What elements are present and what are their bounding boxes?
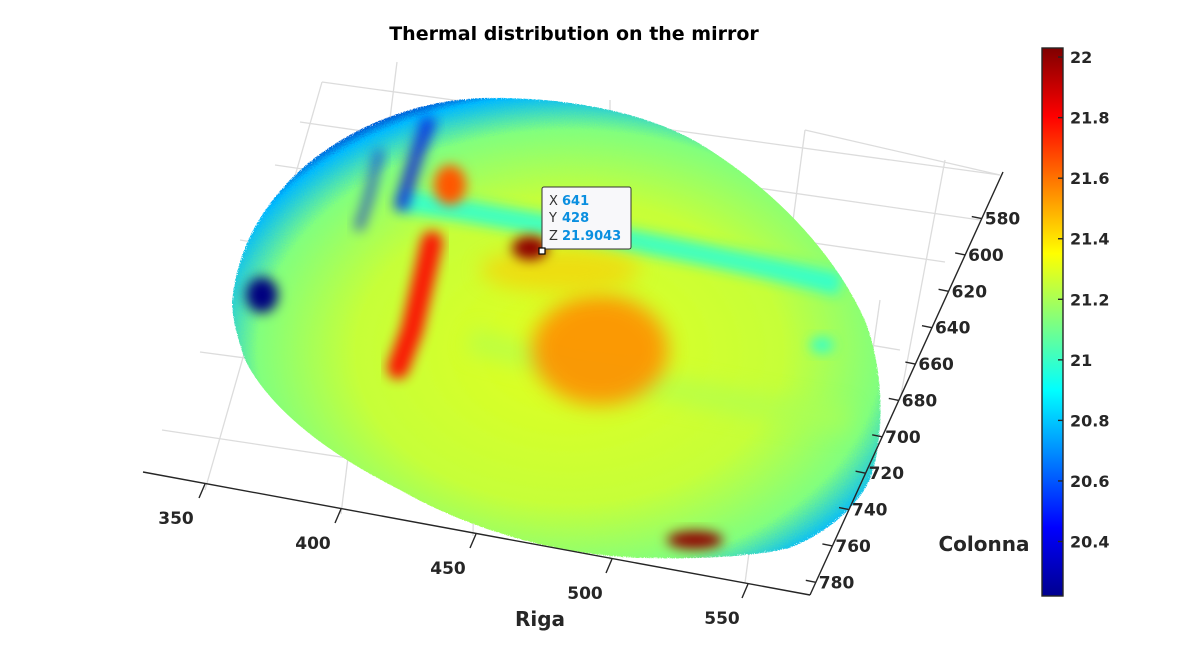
heatmap-surface [232, 97, 881, 559]
cold-streak [393, 115, 437, 213]
x-tick-mark-4 [605, 558, 613, 574]
x-axis: 350 400 450 500 550 Riga [158, 483, 749, 631]
cold-spot-left [246, 277, 278, 313]
y-tick-label: 660 [918, 355, 954, 375]
x-tick-mark-5 [741, 583, 749, 599]
central-warm-blob [532, 295, 668, 405]
cool-spot-right [810, 337, 834, 353]
colorbar-tick-label: 20.8 [1070, 411, 1109, 430]
x-axis-line [142, 471, 811, 596]
x-tick-mark-2 [334, 508, 342, 524]
colorbar-tick-label: 22 [1070, 48, 1092, 67]
vertical-hot-stripe [387, 231, 443, 379]
x-tick-mark-3 [469, 533, 477, 549]
y-tick-mark [955, 252, 966, 256]
y-tick-label: 600 [968, 246, 1004, 266]
colorbar-tick-label: 21.6 [1070, 169, 1109, 188]
y-tick-mark [855, 470, 866, 474]
y-tick-label: 780 [819, 573, 855, 593]
x-tick-label: 450 [430, 559, 466, 579]
data-tip-y-key: Y [548, 211, 557, 226]
colorbar: 20.4 20.6 20.8 21 21.2 21.4 21.6 21.8 22 [1041, 47, 1109, 597]
y-tick-mark [888, 397, 899, 402]
y-tick-mark [822, 543, 833, 547]
x-tick-label: 350 [158, 509, 194, 529]
y-tick-mark [938, 288, 949, 292]
data-tip-marker[interactable] [538, 247, 546, 255]
data-tip-z-value: 21.9043 [562, 229, 621, 244]
x-tick-label: 500 [567, 584, 603, 604]
y-tick-label: 640 [935, 319, 971, 339]
y-tick-label: 700 [885, 428, 921, 448]
y-tick-label: 760 [835, 537, 871, 557]
y-tick-mark [838, 506, 850, 511]
colorbar-gradient [1041, 47, 1064, 597]
y-tick-mark [905, 361, 916, 365]
x-axis-label: Riga [515, 607, 565, 631]
warm-band [480, 248, 640, 292]
x-tick-label: 400 [295, 534, 331, 554]
y-axis: Colonna 580 600 620 640 660 680 700 720 740 760 78… [805, 210, 1030, 593]
y-tick-label: 720 [869, 464, 905, 484]
gridline-z-1 [804, 129, 1001, 176]
data-tip-box [541, 186, 632, 250]
colorbar-tick-label: 20.6 [1070, 472, 1109, 491]
y-tick-label: 680 [902, 391, 938, 411]
y-tick-mark [872, 434, 883, 438]
chart-title: Thermal distribution on the mirror [389, 23, 759, 45]
colorbar-tick-label: 20.4 [1070, 533, 1109, 552]
x-tick-label: 550 [704, 609, 740, 629]
colorbar-tick-label: 21.8 [1070, 109, 1109, 128]
y-tick-mark [971, 215, 982, 220]
data-tip-x-value: 641 [562, 194, 589, 209]
data-tip-z-key: Z [549, 229, 558, 244]
top-hot-spot [434, 165, 466, 205]
y-tick-mark [921, 324, 933, 329]
y-axis-label: Colonna [939, 532, 1030, 556]
y-tick-label: 740 [852, 501, 888, 521]
y-axis-line [809, 171, 1004, 596]
x-tick-mark-1 [198, 483, 206, 499]
y-tick-label: 580 [985, 210, 1021, 230]
colorbar-tick-label: 21.4 [1070, 230, 1109, 249]
data-tip[interactable]: X 641 Y 428 Z 21.9043 [538, 186, 632, 255]
data-tip-x-key: X [549, 194, 558, 209]
y-tick-label: 620 [952, 282, 988, 302]
colorbar-tick-label: 21 [1070, 351, 1092, 370]
gridline-z-3 [899, 159, 946, 401]
bottom-hot-spot [667, 531, 723, 549]
data-tip-y-value: 428 [562, 211, 589, 226]
cold-streak [353, 148, 385, 232]
colorbar-tick-label: 21.2 [1070, 290, 1109, 309]
y-tick-mark [805, 579, 816, 583]
